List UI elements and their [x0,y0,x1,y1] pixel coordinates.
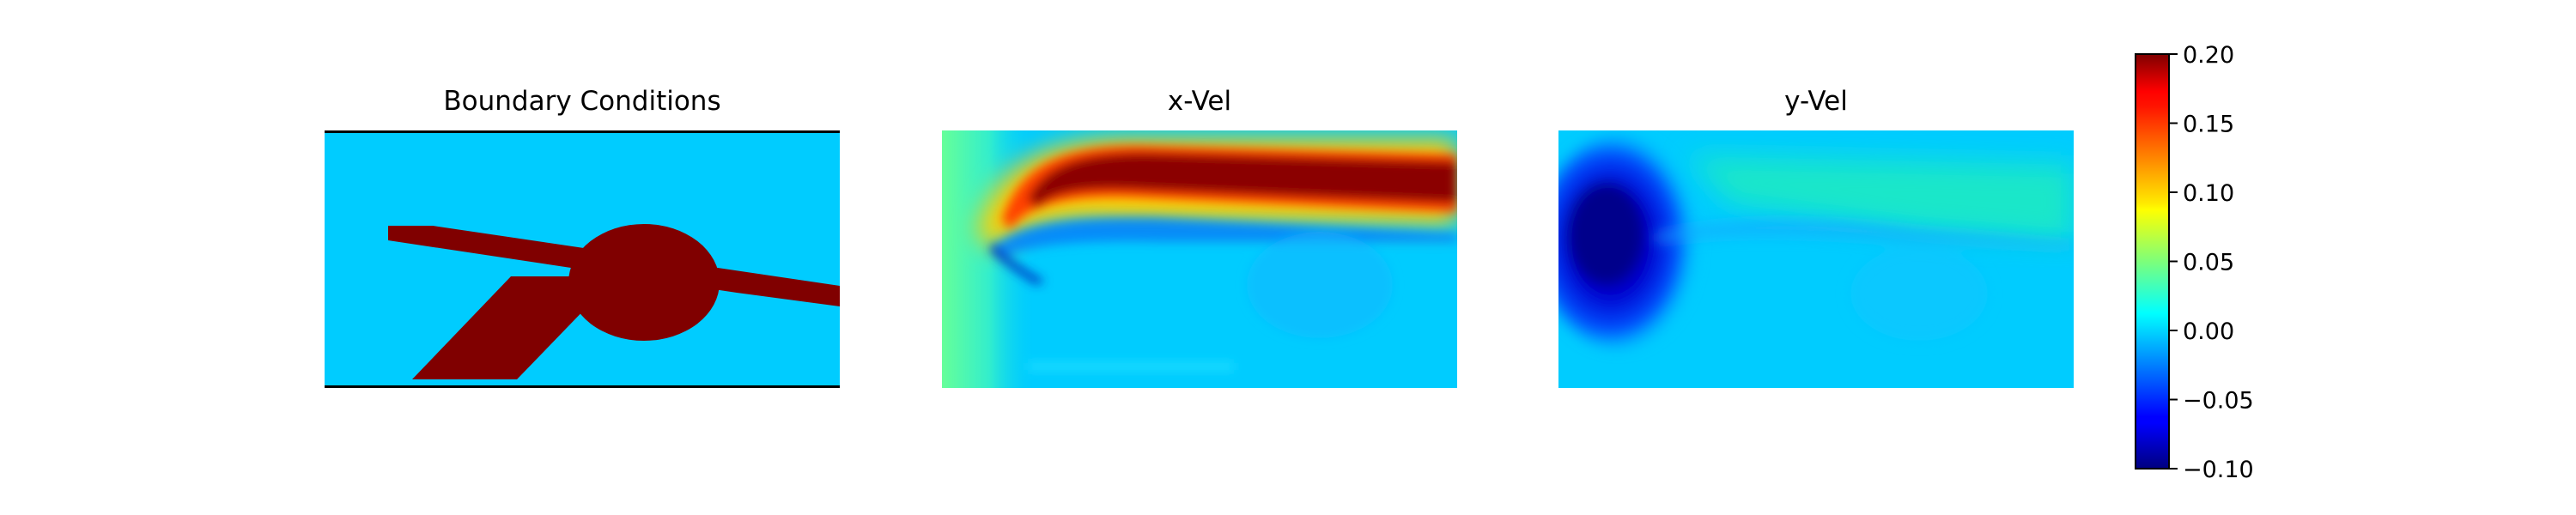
x-vel-jet-core [1002,146,1457,229]
y-vel-wake [1653,220,2074,341]
boundary-conditions-svg [325,130,840,388]
y-velocity-svg [1558,130,2074,388]
x-velocity-svg [942,130,1457,388]
colorbar: 0.20 0.15 0.10 0.05 0.00 −0.05 −0.10 [2129,34,2327,481]
colorbar-tick-label: 0.00 [2183,318,2234,345]
x-velocity-heatmap [942,130,1457,388]
panel-title-boundary-conditions: Boundary Conditions [443,86,721,117]
top-wall [325,130,840,133]
solid-parallelogram [412,276,617,379]
colorbar-ticks: 0.20 0.15 0.10 0.05 0.00 −0.05 −0.10 [2169,42,2254,481]
x-vel-wake [989,217,1457,371]
y-velocity-heatmap [1558,130,2074,388]
colorbar-tick-label: −0.10 [2183,457,2254,481]
colorbar-tick-label: 0.10 [2183,180,2234,207]
colorbar-tick-label: 0.15 [2183,112,2234,138]
colorbar-tick-label: −0.05 [2183,388,2254,415]
panel-title-y-vel: y-Vel [1784,86,1848,117]
colorbar-tick-label: 0.20 [2183,42,2234,69]
colorbar-tick-label: 0.05 [2183,250,2234,276]
y-vel-upper-band [1687,156,2074,242]
y-vel-vortex [1558,135,1700,349]
panel-title-x-vel: x-Vel [1167,86,1232,117]
solid-cylinder [568,224,720,341]
boundary-conditions-heatmap [325,130,840,388]
colorbar-svg: 0.20 0.15 0.10 0.05 0.00 −0.05 −0.10 [2135,42,2254,481]
colorbar-gradient [2135,53,2170,470]
bottom-wall [325,385,840,388]
